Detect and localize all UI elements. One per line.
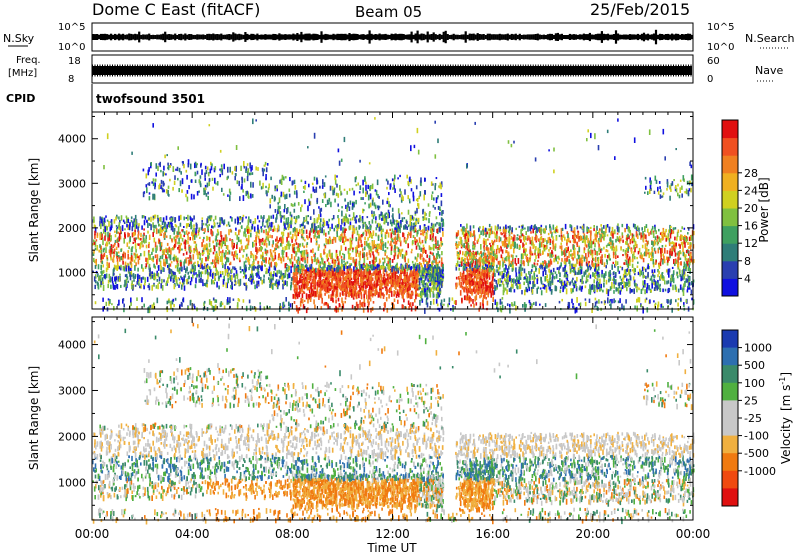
date-label: 25/Feb/2015 <box>590 0 690 19</box>
nsearch-tick-bottom: 10^0 <box>707 42 734 53</box>
colorbar-tick-label: 12 <box>744 237 758 250</box>
velocity-axes: 1000 2000 3000 4000 <box>58 317 694 520</box>
colorbar-tick-label: -100 <box>744 430 769 443</box>
velocity-ylabel: Slant Range [km] <box>27 366 41 470</box>
time-tick-label: 08:00 <box>275 527 310 541</box>
power-colorbar-label: Power [dB] <box>757 177 771 242</box>
colorbar-tick-label: 28 <box>744 167 758 180</box>
colorbar-segment <box>722 190 738 209</box>
power-axes-ytick: 2000 <box>58 222 86 235</box>
velocity-label-exp: -1 <box>778 377 787 385</box>
colorbar-tick-label: 20 <box>744 202 758 215</box>
colorbar-segment <box>722 120 738 139</box>
vel-axes-ytick: 1000 <box>58 476 86 489</box>
power-heatmap <box>92 117 695 314</box>
velocity-colorbar-label: Velocity [m s-1] <box>778 372 793 464</box>
power-axes-ytick: 4000 <box>58 133 86 146</box>
colorbar-segment <box>722 260 738 279</box>
colorbar-tick-label: 8 <box>744 255 751 268</box>
nsky-label: N.Sky <box>3 32 35 45</box>
velocity-label-end: ] <box>779 372 793 377</box>
time-tick-label: 20:00 <box>576 527 611 541</box>
colorbar-tick-label: -25 <box>744 412 762 425</box>
velocity-label-unit: [m s <box>779 385 793 411</box>
freq-trace <box>92 64 692 77</box>
colorbar-segment <box>722 155 738 174</box>
colorbar-tick-label: 1000 <box>744 342 772 355</box>
nsky-trace <box>92 29 694 45</box>
vel-axes-ytick: 4000 <box>58 339 86 352</box>
velocity-heatmap <box>92 322 695 525</box>
freq-tick-bottom: 8 <box>68 74 74 85</box>
power-axes-ytick: 3000 <box>58 177 86 190</box>
colorbar-tick-label: -500 <box>744 447 769 460</box>
nsearch-tick-top: 10^5 <box>707 22 734 33</box>
beam-label: Beam 05 <box>355 3 422 21</box>
colorbar-segment <box>722 225 738 244</box>
colorbar-segment <box>722 382 738 401</box>
colorbar-tick-label: 100 <box>744 377 765 390</box>
freq-label: Freq. <box>16 55 41 66</box>
nave-tick-top: 60 <box>707 56 720 67</box>
colorbar-segment <box>722 208 738 227</box>
power-ylabel: Slant Range [km] <box>27 158 41 262</box>
colorbar-segment <box>722 243 738 262</box>
colorbar-tick-label: 24 <box>744 184 758 197</box>
colorbar-segment <box>722 418 738 437</box>
cpid-label: CPID <box>6 92 35 105</box>
freq-unit-label: [MHz] <box>8 68 37 79</box>
time-tick-label: 12:00 <box>375 527 410 541</box>
colorbar-segment <box>722 488 738 507</box>
colorbar-tick-label: 4 <box>744 272 751 285</box>
time-tick-label: 00:00 <box>676 527 711 541</box>
colorbar-segment <box>722 400 738 419</box>
colorbar-segment <box>722 435 738 454</box>
nsky-tick-bottom: 10^0 <box>58 42 85 53</box>
colorbar-segment <box>722 137 738 156</box>
colorbar-segment <box>722 453 738 472</box>
colorbar-tick-label: 25 <box>744 394 758 407</box>
cpid-value: twofsound 3501 <box>96 92 205 106</box>
time-tick-label: 16:00 <box>475 527 510 541</box>
nave-tick-bottom: 0 <box>707 74 713 85</box>
time-tick-label: 00:00 <box>75 527 110 541</box>
colorbar-tick-label: 500 <box>744 359 765 372</box>
nsky-tick-top: 10^5 <box>58 22 85 33</box>
colorbar-tick-label: 16 <box>744 220 758 233</box>
colorbar-tick-label: -1000 <box>744 465 776 478</box>
power-colorbar: 4 8 12 16 20 24 28 <box>721 119 758 297</box>
power-axes: 1000 2000 3000 4000 <box>58 112 694 309</box>
nsearch-label: N.Search <box>745 32 795 45</box>
colorbar-segment <box>722 330 738 349</box>
time-axis-title: Time UT <box>366 541 417 554</box>
station-title: Dome C East (fitACF) <box>92 0 260 19</box>
velocity-colorbar: 1000 500 100 25 -25 -100 -500 -1000 <box>721 329 776 507</box>
colorbar-segment <box>722 347 738 366</box>
vel-axes-ytick: 2000 <box>58 430 86 443</box>
colorbar-segment <box>722 278 738 297</box>
colorbar-segment <box>722 172 738 191</box>
vel-axes-ytick: 3000 <box>58 385 86 398</box>
nave-label: Nave <box>755 64 783 77</box>
time-tick-label: 04:00 <box>175 527 210 541</box>
colorbar-segment <box>722 365 738 384</box>
colorbar-segment <box>722 470 738 489</box>
time-axis-labels: 00:00 04:00 08:00 12:00 16:00 20:00 00:00 <box>75 527 711 541</box>
velocity-label-main: Velocity <box>779 417 793 464</box>
power-axes-ytick: 1000 <box>58 267 86 280</box>
freq-tick-top: 18 <box>68 56 81 67</box>
